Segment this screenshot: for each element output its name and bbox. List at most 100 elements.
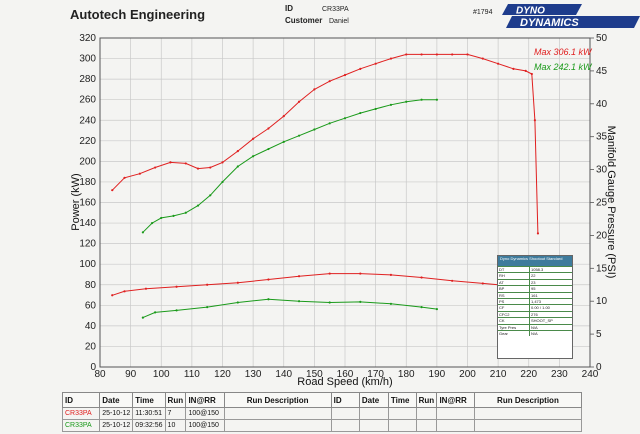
y-tick-label: 60 bbox=[85, 300, 97, 311]
data-point bbox=[389, 302, 393, 305]
data-point bbox=[236, 301, 239, 304]
id-label: ID bbox=[285, 4, 293, 13]
run-table: ID Date Time Run IN@RR Run Description ID Date T… bbox=[61, 392, 583, 432]
legend-max-red: Max 306.1 kW bbox=[534, 47, 593, 57]
shootout-row: Tyre Pres N/A bbox=[498, 323, 572, 330]
data-point bbox=[141, 231, 144, 234]
data-point bbox=[374, 107, 377, 111]
x-tick-label: 120 bbox=[214, 369, 231, 380]
shootout-row: BP 95 bbox=[498, 285, 572, 292]
y2-tick-label: 45 bbox=[596, 66, 608, 77]
shootout-key: RS bbox=[499, 292, 505, 298]
table-row: CR33PA 25-10-12 09:32:56 10 100@150 bbox=[61, 419, 583, 432]
data-point bbox=[236, 149, 239, 153]
data-point bbox=[297, 300, 301, 303]
table-cell: 100@150 bbox=[185, 419, 225, 432]
company-name: Autotech Engineering bbox=[70, 7, 206, 22]
y2-tick-label: 15 bbox=[596, 263, 608, 274]
run-table-header: Time bbox=[132, 392, 166, 408]
data-point bbox=[184, 211, 187, 214]
table-cell bbox=[330, 407, 360, 420]
data-point bbox=[252, 155, 255, 158]
data-point bbox=[359, 300, 362, 303]
data-point bbox=[328, 272, 331, 275]
shootout-value: 95 bbox=[529, 286, 572, 292]
shootout-row: RH 22 bbox=[498, 272, 572, 279]
data-point bbox=[451, 279, 454, 282]
table-cell: 25-10-12 bbox=[99, 407, 134, 420]
shootout-key: BP bbox=[499, 286, 505, 292]
data-point bbox=[328, 301, 331, 304]
data-point bbox=[282, 115, 285, 118]
shootout-value: 276 bbox=[529, 311, 572, 318]
data-point bbox=[435, 98, 438, 101]
data-point bbox=[481, 57, 484, 60]
data-point bbox=[282, 140, 285, 143]
x-tick-label: 140 bbox=[275, 369, 292, 380]
data-point bbox=[138, 172, 141, 175]
run-table-header: IN@RR bbox=[436, 392, 475, 408]
y-tick-label: 20 bbox=[85, 341, 97, 352]
shootout-value: 22 bbox=[529, 273, 572, 279]
y2-tick-label: 25 bbox=[596, 198, 608, 209]
run-table-header: ID bbox=[61, 392, 101, 408]
sheet-number: #1794 bbox=[473, 9, 493, 16]
data-point bbox=[221, 180, 224, 184]
table-cell bbox=[358, 407, 389, 420]
shootout-value: 0.00 / 1.00 bbox=[529, 305, 572, 311]
x-tick-label: 190 bbox=[429, 369, 446, 380]
series-line-2 bbox=[142, 99, 437, 233]
data-point bbox=[209, 166, 212, 169]
shootout-title: Dyno Dynamics Shootout Standard bbox=[498, 256, 572, 266]
data-point bbox=[221, 161, 224, 164]
data-point bbox=[389, 103, 393, 106]
y-axis-ticks: 0 20 40 60 80 100 120 140 160 180 200 220 240 260 280 3… bbox=[79, 33, 96, 373]
data-point bbox=[297, 275, 301, 278]
series-line-4 bbox=[142, 298, 437, 319]
x-tick-label: 110 bbox=[184, 369, 200, 380]
x-tick-label: 210 bbox=[490, 369, 507, 380]
legend-max-green: Max 242.1 kW bbox=[534, 62, 593, 72]
data-point bbox=[481, 282, 484, 285]
x-tick-label: 180 bbox=[398, 369, 415, 380]
shootout-key: RH bbox=[499, 273, 505, 279]
data-point bbox=[435, 307, 438, 311]
shootout-row: AT 23 bbox=[498, 278, 572, 286]
run-table-header: Run Description bbox=[223, 392, 332, 408]
data-point bbox=[451, 53, 454, 56]
data-point bbox=[175, 285, 178, 288]
svg-text:DYNAMICS: DYNAMICS bbox=[520, 17, 579, 29]
customer-label: Customer bbox=[285, 16, 323, 25]
table-cell bbox=[330, 419, 360, 432]
shootout-value: 1,473 bbox=[529, 298, 572, 305]
run-table-header: Date bbox=[358, 392, 389, 408]
id-value: CR33PA bbox=[322, 6, 349, 13]
data-point bbox=[420, 98, 423, 101]
shootout-key: CF bbox=[499, 305, 505, 311]
data-point bbox=[172, 214, 175, 217]
data-point bbox=[123, 176, 126, 179]
shootout-key: Tyre Pres bbox=[499, 324, 517, 330]
sheet-header: Autotech Engineering ID CR33PA Customer … bbox=[60, 0, 640, 30]
y-tick-label: 140 bbox=[79, 218, 96, 229]
data-point bbox=[328, 80, 331, 83]
data-point bbox=[536, 232, 540, 235]
data-point bbox=[160, 216, 163, 220]
y-tick-label: 280 bbox=[79, 74, 96, 85]
data-point bbox=[297, 100, 301, 103]
data-point bbox=[267, 278, 270, 281]
data-point bbox=[144, 287, 148, 290]
shootout-key: AT bbox=[499, 279, 504, 285]
y2-tick-label: 0 bbox=[596, 362, 602, 373]
data-point bbox=[267, 127, 270, 130]
data-point bbox=[359, 111, 362, 115]
y-tick-label: 200 bbox=[79, 156, 96, 167]
data-point bbox=[374, 62, 377, 65]
y-tick-label: 240 bbox=[79, 115, 96, 126]
x-tick-label: 220 bbox=[520, 369, 537, 380]
table-cell bbox=[473, 419, 583, 432]
y2-tick-label: 5 bbox=[596, 329, 602, 340]
shootout-value: 1058.3 bbox=[529, 267, 572, 273]
